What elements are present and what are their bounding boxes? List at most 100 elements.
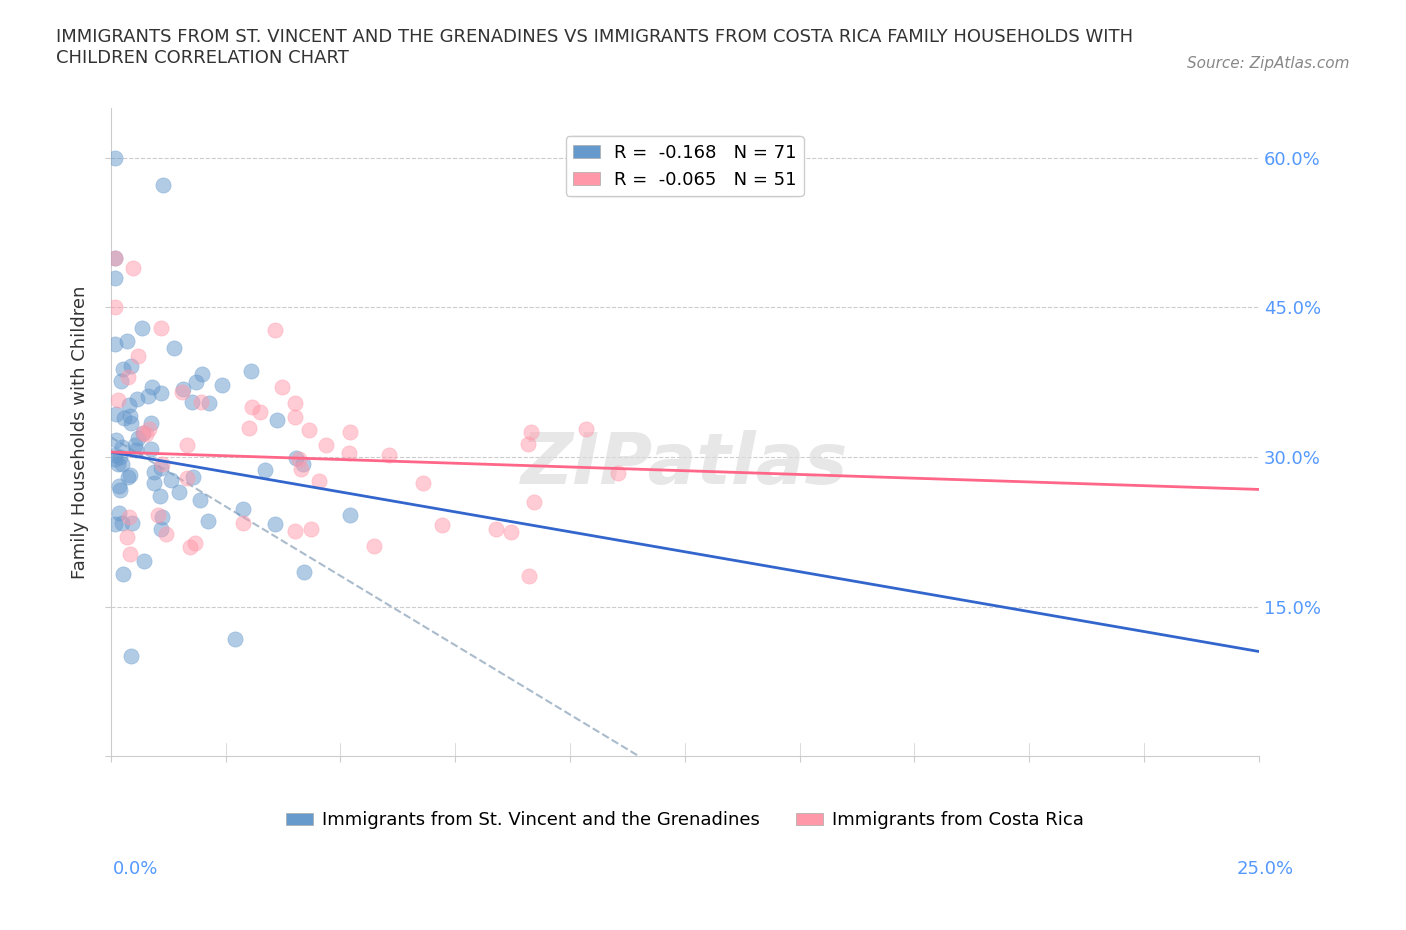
- Point: [285, 450, 308, 465]
- Point: [132, 426, 155, 441]
- Point: [138, 388, 160, 403]
- Point: [292, 457, 315, 472]
- Point: [292, 565, 315, 579]
- Point: [263, 517, 285, 532]
- Point: [150, 386, 173, 401]
- Point: [290, 461, 312, 476]
- Point: [308, 473, 330, 488]
- Point: [122, 260, 145, 275]
- Text: ZIPatlas: ZIPatlas: [522, 430, 848, 499]
- Point: [181, 470, 204, 485]
- Point: [104, 300, 127, 315]
- Point: [138, 422, 160, 437]
- Point: [104, 448, 127, 463]
- Point: [115, 530, 138, 545]
- Point: [118, 468, 141, 483]
- Point: [112, 362, 135, 377]
- Point: [412, 475, 434, 490]
- Point: [146, 508, 169, 523]
- Point: [238, 421, 260, 436]
- Point: [104, 270, 127, 285]
- Point: [283, 410, 305, 425]
- Point: [105, 406, 128, 421]
- Point: [288, 452, 311, 467]
- Point: [184, 374, 207, 389]
- Point: [150, 460, 173, 475]
- Text: 0.0%: 0.0%: [112, 860, 157, 878]
- Point: [110, 374, 132, 389]
- Point: [120, 648, 142, 663]
- Point: [501, 525, 523, 539]
- Point: [485, 522, 508, 537]
- Point: [190, 394, 212, 409]
- Point: [104, 151, 127, 166]
- Point: [176, 471, 198, 485]
- Point: [149, 488, 172, 503]
- Y-axis label: Family Households with Children: Family Households with Children: [72, 286, 89, 578]
- Point: [198, 395, 221, 410]
- Point: [240, 399, 263, 414]
- Point: [117, 470, 139, 485]
- Point: [127, 349, 149, 364]
- Point: [118, 510, 141, 525]
- Point: [117, 333, 139, 348]
- Point: [141, 379, 163, 394]
- Point: [150, 510, 173, 525]
- Point: [224, 631, 246, 646]
- Point: [107, 392, 129, 407]
- Text: 25.0%: 25.0%: [1236, 860, 1294, 878]
- Point: [132, 426, 155, 441]
- Point: [112, 410, 135, 425]
- Point: [155, 526, 177, 541]
- Point: [127, 431, 149, 445]
- Point: [117, 369, 139, 384]
- Point: [337, 445, 360, 460]
- Point: [118, 397, 141, 412]
- Point: [159, 472, 181, 487]
- Point: [143, 475, 166, 490]
- Point: [125, 392, 148, 406]
- Point: [181, 395, 204, 410]
- Point: [284, 524, 307, 538]
- Point: [517, 436, 540, 451]
- Point: [108, 506, 131, 521]
- Point: [299, 522, 322, 537]
- Point: [131, 321, 153, 336]
- Point: [232, 516, 254, 531]
- Point: [298, 422, 321, 437]
- Point: [211, 378, 233, 392]
- Point: [104, 452, 127, 467]
- Point: [606, 465, 628, 480]
- Point: [264, 323, 287, 338]
- Point: [152, 178, 174, 193]
- Point: [284, 396, 307, 411]
- Point: [111, 567, 134, 582]
- Point: [149, 321, 172, 336]
- Point: [120, 546, 142, 561]
- Point: [111, 457, 134, 472]
- Point: [315, 437, 337, 452]
- Point: [108, 483, 131, 498]
- Point: [363, 538, 385, 553]
- Point: [120, 359, 142, 374]
- Point: [108, 478, 131, 493]
- Point: [523, 495, 546, 510]
- Point: [179, 539, 201, 554]
- Point: [254, 463, 277, 478]
- Point: [104, 250, 127, 265]
- Point: [104, 517, 127, 532]
- Point: [520, 424, 543, 439]
- Point: [271, 379, 294, 394]
- Point: [111, 516, 134, 531]
- Point: [134, 553, 156, 568]
- Point: [139, 441, 162, 456]
- Point: [172, 382, 194, 397]
- Point: [104, 337, 127, 352]
- Point: [142, 464, 165, 479]
- Point: [149, 521, 172, 536]
- Point: [104, 432, 127, 447]
- Point: [150, 457, 173, 472]
- Point: [135, 427, 157, 442]
- Point: [107, 457, 129, 472]
- Point: [125, 443, 148, 458]
